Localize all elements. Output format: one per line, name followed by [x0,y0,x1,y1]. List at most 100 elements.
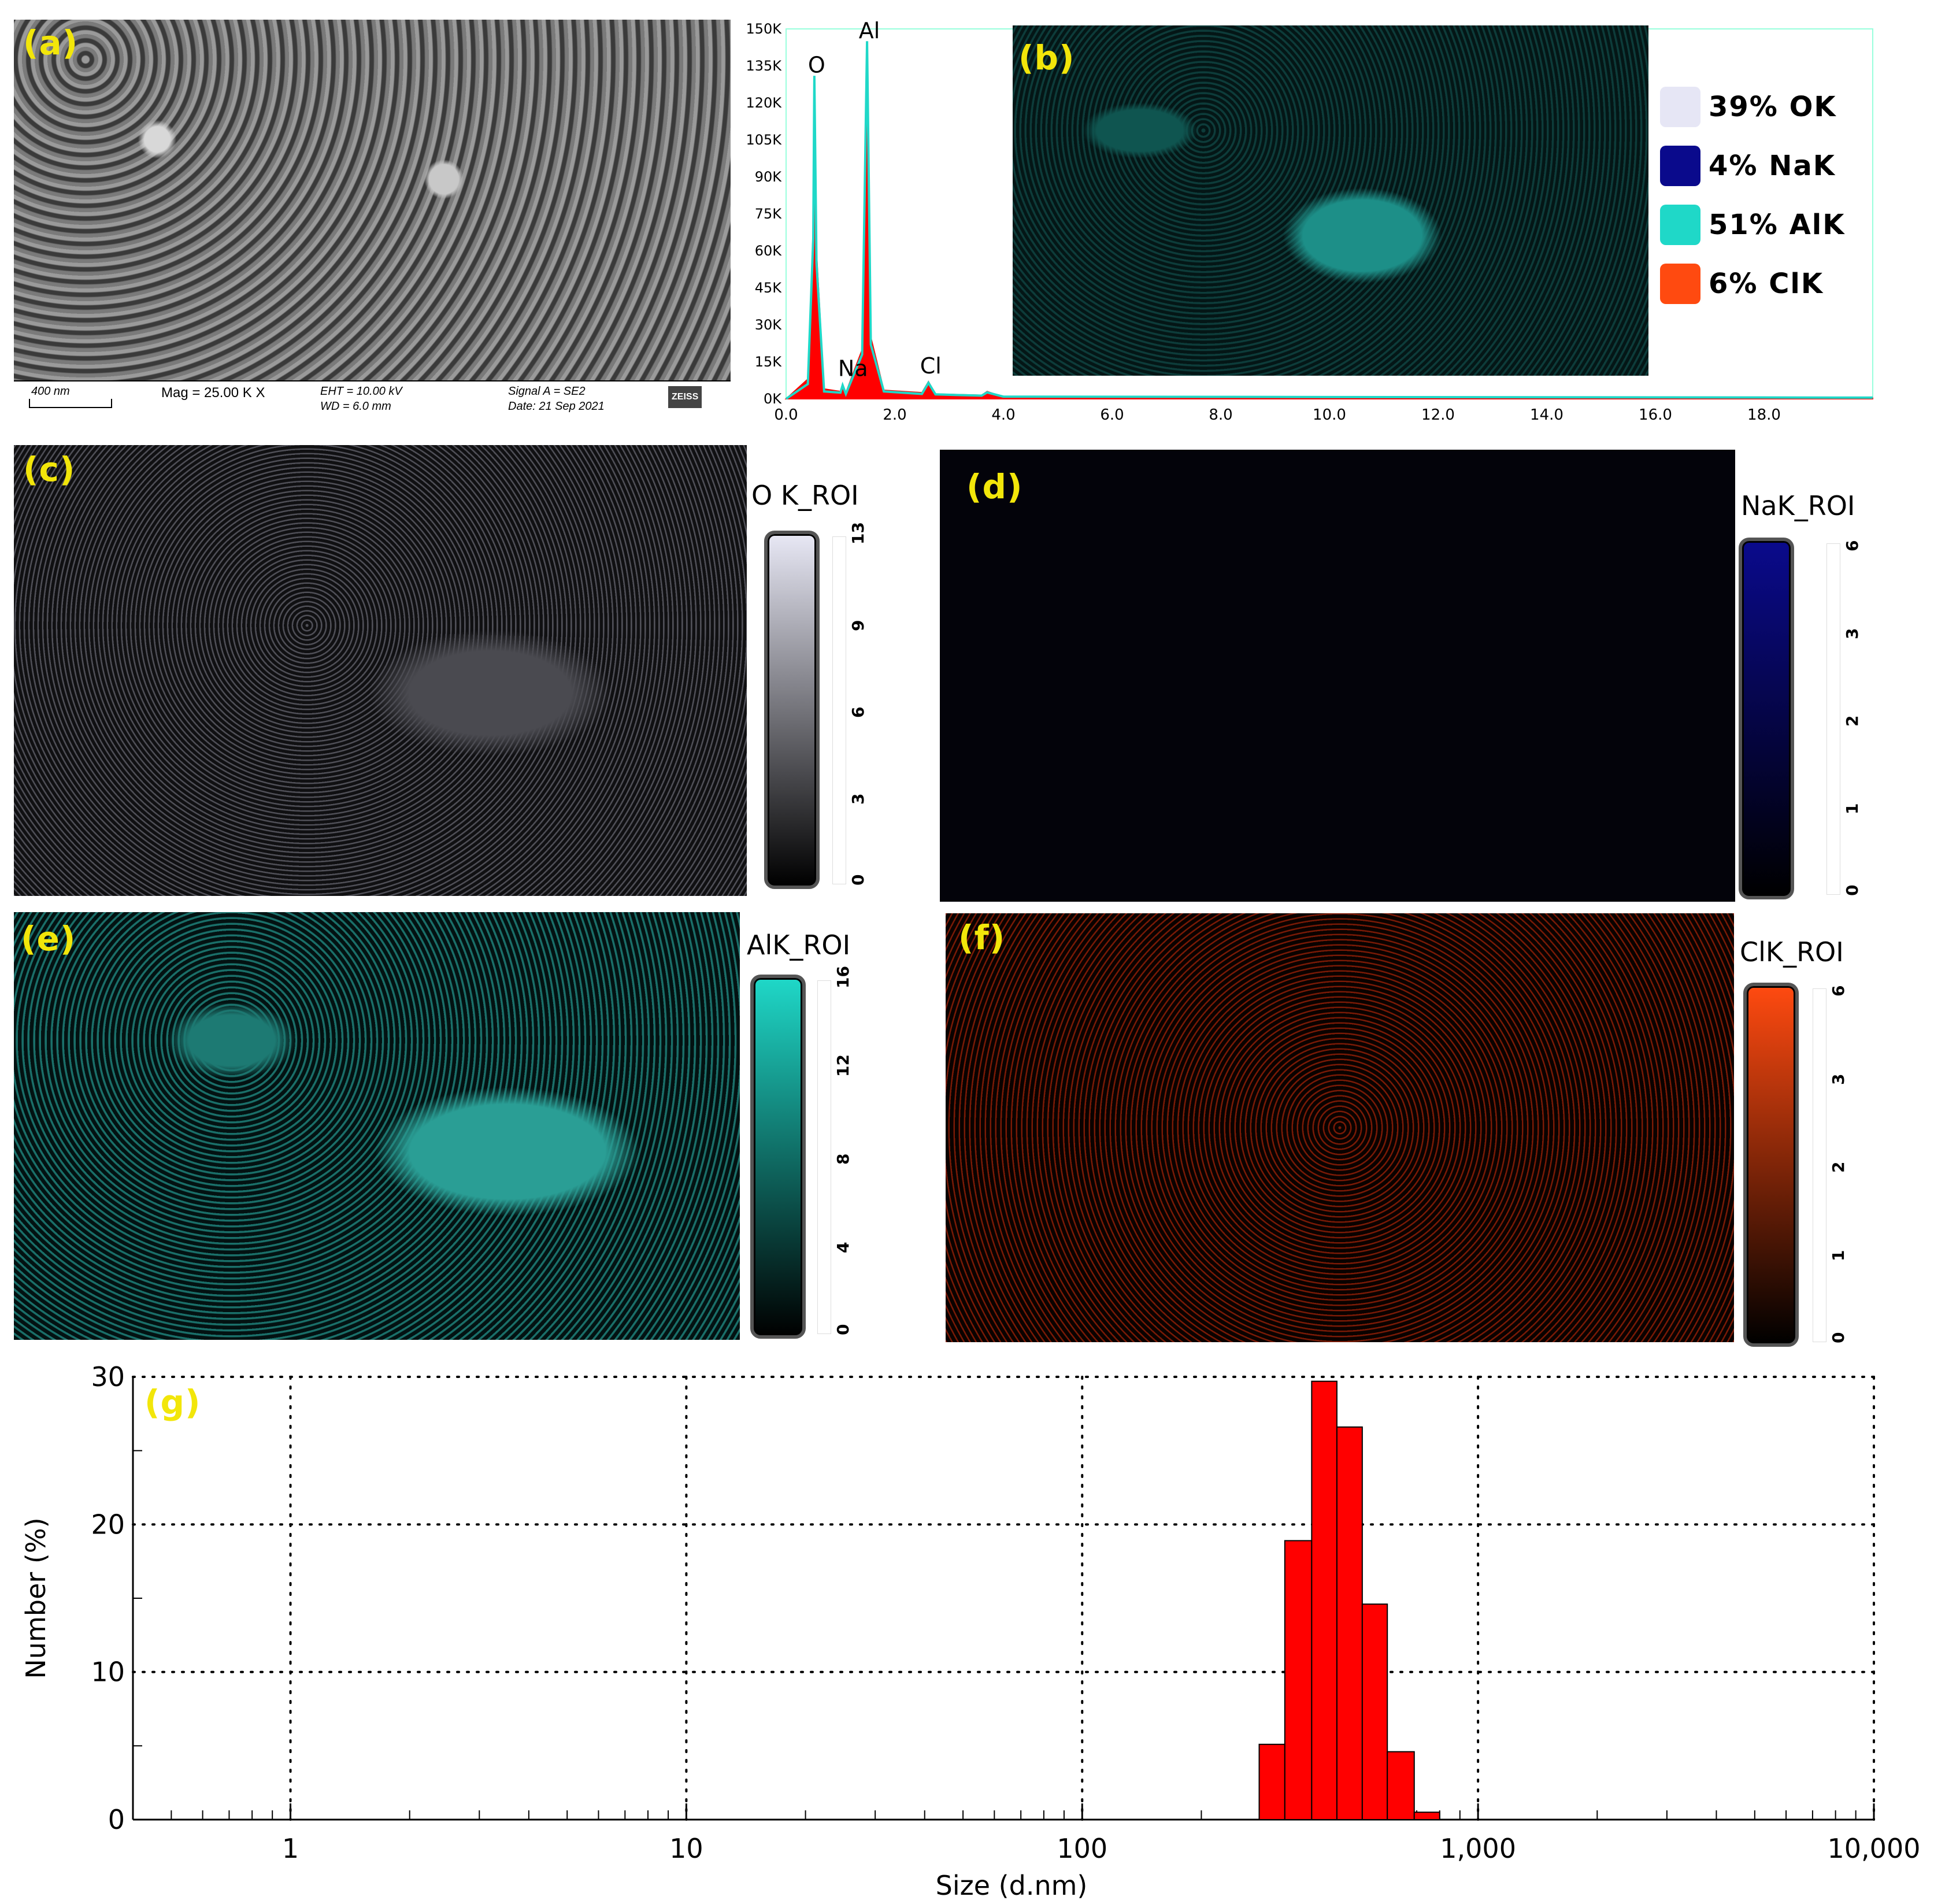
colorbar-axis [1826,543,1840,895]
legend-swatch [1660,264,1700,304]
eds-legend-item: 39% OK [1660,87,1837,127]
sem-scale-label: 400 nm [31,385,70,398]
colorbar-tick-label: 2 [1829,1161,1848,1173]
colorbar-axis [832,536,846,884]
colorbar-axis [817,980,831,1334]
colorbar-tick-label: 1 [1843,803,1862,814]
eds-y-tick-label: 150K [746,21,782,37]
colorbar-gradient [1739,538,1794,899]
cl-map [946,913,1734,1342]
colorbar-title: O K_ROI [751,480,859,511]
x-tick-label: 10 [669,1833,703,1864]
histogram-bar [1413,1812,1440,1821]
eds-y-tick-label: 30K [755,317,783,333]
colorbar-gradient [1743,983,1799,1347]
eds-x-tick-label: 18.0 [1747,406,1781,424]
eds-y-tick-label: 120K [746,95,782,111]
o-map [14,445,747,896]
colorbar-tick-label: 0 [1829,1332,1848,1343]
eds-y-tick-label: 60K [755,243,783,259]
legend-label: 6% ClK [1709,268,1824,300]
colorbar-tick-label: 6 [849,706,868,718]
x-tick-label: 1 [282,1833,299,1864]
histogram-bar [1284,1540,1313,1820]
colorbar-tick-label: 6 [1843,540,1862,551]
colorbar-tick-label: 13 [849,522,868,544]
eds-legend-item: 6% ClK [1660,264,1824,304]
eds-overlay-map [1013,25,1648,376]
colorbar-tick-label: 2 [1843,715,1862,727]
legend-swatch [1660,205,1700,245]
al-map [14,912,740,1340]
eds-x-tick-label: 2.0 [883,406,906,424]
legend-label: 51% AlK [1709,209,1846,241]
colorbar-title: ClK_ROI [1740,936,1844,968]
eds-peak-label: Na [838,355,868,381]
colorbar-title: NaK_ROI [1741,490,1855,521]
panel-label-f: (f) [958,918,1006,957]
legend-swatch [1660,87,1700,127]
colorbar-tick-label: 16 [833,966,853,988]
panel-label-g: (g) [145,1383,201,1422]
na-map [940,450,1735,902]
x-tick-label: 1,000 [1440,1833,1516,1864]
zeiss-logo: ZEISS [668,386,702,408]
eds-y-tick-label: 45K [755,280,783,296]
histogram-bar [1336,1426,1363,1820]
sem-wd: WD = 6.0 mm [320,400,391,413]
histogram-bar [1387,1751,1415,1821]
size-distribution-chart: 1 10 100 1,000 10,000 0 10 20 30 Size (d.nm) Numbe… [20,1364,1920,1901]
eds-x-tick-label: 4.0 [991,406,1015,424]
panel-label-c: (c) [23,450,76,489]
eds-legend-item: 51% AlK [1660,205,1845,245]
eds-x-tick-label: 16.0 [1639,406,1672,424]
colorbar-tick-label: 1 [1829,1250,1848,1261]
histogram-bar [1361,1603,1388,1820]
sem-image: 400 nm Mag = 25.00 K X EHT = 10.00 kV WD… [14,20,731,418]
y-tick-label: 10 [91,1657,125,1688]
eds-x-tick-label: 10.0 [1313,406,1346,424]
panel-label-b: (b) [1018,38,1075,77]
colorbar-tick-label: 3 [849,793,868,805]
colorbar-title: AlK_ROI [747,929,851,961]
y-tick-label: 30 [91,1364,125,1392]
colorbar-tick-label: 3 [1843,628,1862,639]
eds-y-tick-label: 135K [746,58,782,74]
eds-x-tick-label: 0.0 [774,406,798,424]
colorbar-axis [1813,988,1826,1342]
x-tick-label: 100 [1057,1833,1107,1864]
panel-label-a: (a) [23,23,79,62]
colorbar-tick-label: 6 [1829,985,1848,997]
eds-x-tick-label: 12.0 [1421,406,1455,424]
colorbar-tick-label: 0 [1843,884,1862,896]
eds-x-tick-label: 8.0 [1209,406,1232,424]
eds-series-line [785,41,1873,400]
legend-label: 39% OK [1709,91,1837,123]
colorbar-tick-label: 3 [1829,1073,1848,1085]
y-tick-label: 0 [108,1804,125,1835]
eds-x-tick-label: 14.0 [1530,406,1563,424]
eds-y-tick-label: 0K [764,391,782,407]
colorbar-gradient [750,975,806,1339]
sem-signal: Signal A = SE2 [508,385,586,398]
colorbar-tick-label: 0 [833,1324,853,1335]
colorbar-tick-label: 9 [849,620,868,631]
eds-y-tick-label: 90K [755,169,783,185]
sem-scale-bar [29,399,112,408]
eds-peak-label: Cl [920,353,942,379]
eds-y-tick-label: 15K [755,354,783,370]
colorbar-tick-label: 4 [833,1242,853,1253]
panel-label-e: (e) [21,919,76,958]
y-tick-label: 20 [91,1509,125,1540]
eds-y-tick-label: 105K [746,132,782,148]
y-axis-title: Number (%) [20,1517,51,1679]
colorbar-tick-label: 12 [833,1054,853,1077]
sem-date: Date: 21 Sep 2021 [508,400,605,413]
eds-x-tick-label: 6.0 [1100,406,1124,424]
x-axis-title: Size (d.nm) [936,1870,1088,1901]
legend-label: 4% NaK [1709,150,1836,182]
sem-info-bar: 400 nm Mag = 25.00 K X EHT = 10.00 kV WD… [14,380,731,418]
sem-eht: EHT = 10.00 kV [320,385,402,398]
colorbar-tick-label: 0 [849,874,868,886]
eds-legend-item: 4% NaK [1660,146,1836,186]
